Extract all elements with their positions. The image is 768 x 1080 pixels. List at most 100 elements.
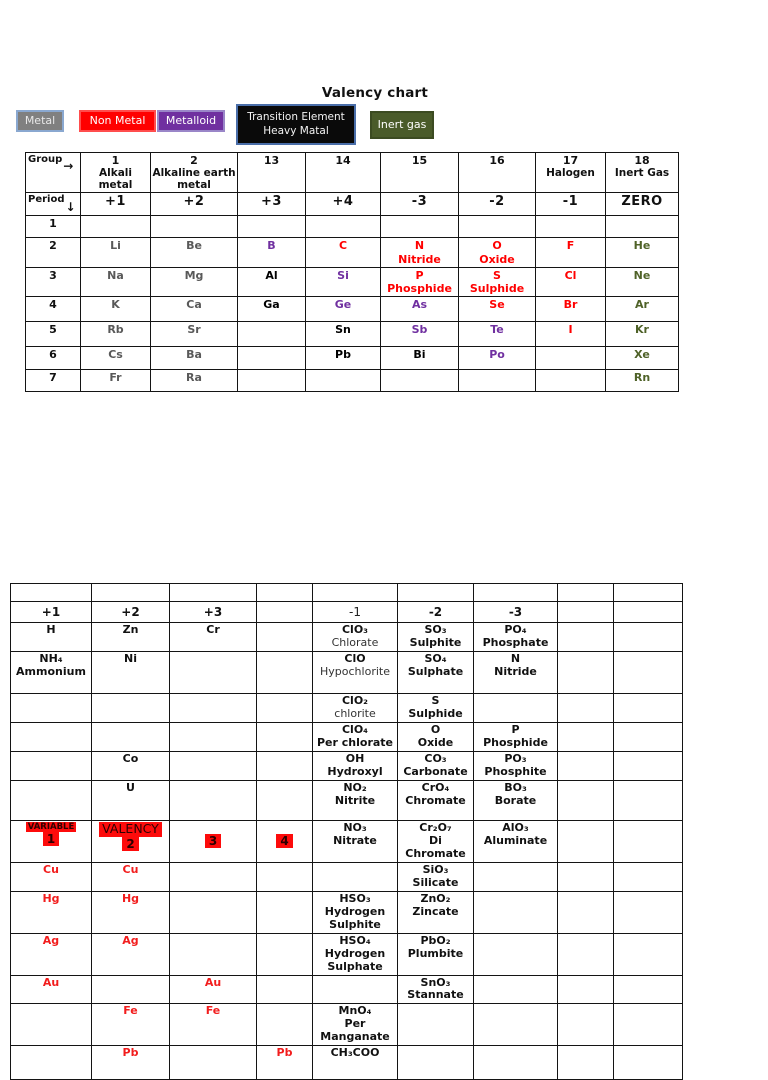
element-symbol: P	[415, 268, 424, 282]
radical-line: Pb	[122, 1046, 139, 1060]
radical-cell: O Oxide	[397, 721, 474, 752]
empty-cell	[473, 1045, 558, 1080]
radical-line: Nitride	[494, 664, 537, 678]
radical-line: VARIABLE	[25, 821, 77, 832]
radical-line: Phosphate	[482, 635, 549, 649]
radical-line: Phosphide	[483, 735, 548, 749]
radical-line: SO₃	[424, 623, 447, 636]
empty-cell	[10, 779, 92, 821]
radical-cell: PO₄ Phosphate	[473, 622, 558, 652]
empty-cell	[10, 1045, 92, 1080]
element-symbol: Cs	[108, 348, 123, 362]
spacer-row	[10, 583, 683, 602]
empty-cell	[613, 861, 683, 892]
element-cell: Kr	[605, 321, 679, 348]
group-number: 2	[190, 154, 198, 167]
radical-line: ClO₄	[341, 722, 368, 736]
radical-cell: 3	[169, 819, 257, 863]
empty-cell	[473, 692, 558, 723]
group-header-cell: 15	[380, 151, 459, 194]
radical-line: CO₃	[424, 751, 447, 765]
empty-cell	[169, 750, 257, 781]
radical-row: Fe Fe MnO₄ Per Manganate	[10, 1003, 683, 1047]
radical-cell: ClO₂ chlorite	[312, 692, 398, 723]
radical-line: Sulphide	[408, 706, 463, 720]
radical-cell: HSO₃ Hydrogen Sulphite	[312, 890, 398, 934]
empty-cell	[10, 692, 92, 723]
radical-cell: CO₃ Carbonate	[397, 750, 474, 781]
period-row: 3 Na Mg Al Si P Phosphide S Sulphide Cl Ne	[25, 266, 679, 298]
radical-cell: ZnO₂ Zincate	[397, 890, 474, 934]
element-cell: P Phosphide	[380, 266, 459, 298]
radical-line: BO₃	[504, 780, 527, 794]
valency-cell: -1	[535, 192, 606, 217]
radical-line: P	[511, 722, 520, 736]
element-symbol: Sb	[411, 323, 428, 337]
element-cell: Ar	[605, 296, 679, 323]
valency-cell: +3	[237, 192, 306, 217]
radical-row: VARIABLE 1 VALENCY 2 3 4 NO₃ Nitrate Cr₂O₇ Di Chro…	[10, 819, 683, 863]
period-corner-cell: Period ↓	[25, 192, 81, 217]
empty-cell	[169, 692, 257, 723]
empty-cell	[613, 1045, 683, 1080]
radical-cell: BO₃ Borate	[473, 779, 558, 821]
empty-cell	[256, 650, 313, 694]
radical-cell: VALENCY 2	[91, 819, 170, 863]
empty-cell	[397, 1045, 474, 1080]
radical-cell: U	[91, 779, 170, 821]
element-symbol: Sn	[335, 323, 351, 337]
radical-cell: S Sulphide	[397, 692, 474, 723]
empty-cell	[557, 583, 614, 602]
group-header-cell: 1 Alkali metal	[80, 151, 151, 194]
radical-line: NO₃	[343, 820, 367, 834]
radical-line: SO₄	[424, 651, 447, 665]
element-cell: Po	[458, 346, 536, 371]
group-subtitle: Inert Gas	[614, 167, 670, 180]
element-symbol: Ge	[334, 298, 352, 312]
radical-line: Borate	[494, 793, 537, 807]
radical-line: PbO₂	[420, 933, 451, 947]
empty-cell	[613, 583, 683, 602]
radical-cell: NO₂ Nitrite	[312, 779, 398, 821]
radical-line: Ag	[42, 933, 60, 947]
element-cell: Li	[80, 237, 151, 268]
element-cell: Ra	[150, 369, 238, 393]
group-subtitle: Halogen	[546, 167, 595, 180]
element-symbol: I	[568, 323, 573, 337]
element-cell: Ga	[237, 296, 306, 323]
radical-line: Hydroxyl	[327, 764, 383, 778]
element-cell: Fr	[80, 369, 151, 393]
empty-cell	[237, 215, 306, 239]
element-cell: Cl	[535, 266, 606, 298]
element-cell: F	[535, 237, 606, 268]
empty-cell	[169, 890, 257, 934]
element-cell: Ge	[305, 296, 381, 323]
radical-cell: ClO₄ Per chlorate	[312, 721, 398, 752]
element-cell: B	[237, 237, 306, 268]
radical-line: Di	[429, 833, 442, 847]
legend-non-metal: Non Metal	[79, 110, 156, 132]
element-symbol: Te	[490, 323, 504, 337]
empty-cell	[613, 974, 683, 1005]
valency-cell: -2	[458, 192, 536, 217]
legend-metal: Metal	[16, 110, 64, 132]
radical-row: ClO₄ Per chlorate O Oxide P Phosphide	[10, 721, 683, 752]
valency-cell: +1	[80, 192, 151, 217]
radical-line: Aluminate	[483, 833, 548, 847]
element-cell: Be	[150, 237, 238, 268]
element-cell: Te	[458, 321, 536, 348]
empty-cell	[305, 369, 381, 393]
radical-line: OH	[345, 751, 365, 765]
empty-cell	[256, 750, 313, 781]
empty-cell	[557, 932, 614, 976]
empty-cell	[473, 932, 558, 976]
radical-line: Stannate	[407, 988, 464, 1002]
empty-cell	[458, 369, 536, 393]
radical-cell: P Phosphide	[473, 721, 558, 752]
radical-cell: CH₃COO	[312, 1045, 398, 1080]
element-symbol: Ne	[633, 268, 651, 282]
element-symbol: Li	[110, 239, 121, 253]
radical-cell: PO₃ Phosphite	[473, 750, 558, 781]
element-symbol: Rb	[107, 323, 124, 337]
element-symbol: Ba	[186, 348, 202, 362]
